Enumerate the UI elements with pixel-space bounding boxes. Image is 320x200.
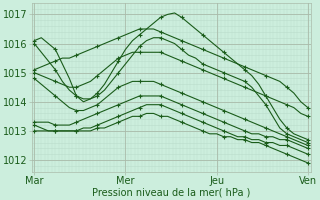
X-axis label: Pression niveau de la mer( hPa ): Pression niveau de la mer( hPa ) (92, 187, 250, 197)
